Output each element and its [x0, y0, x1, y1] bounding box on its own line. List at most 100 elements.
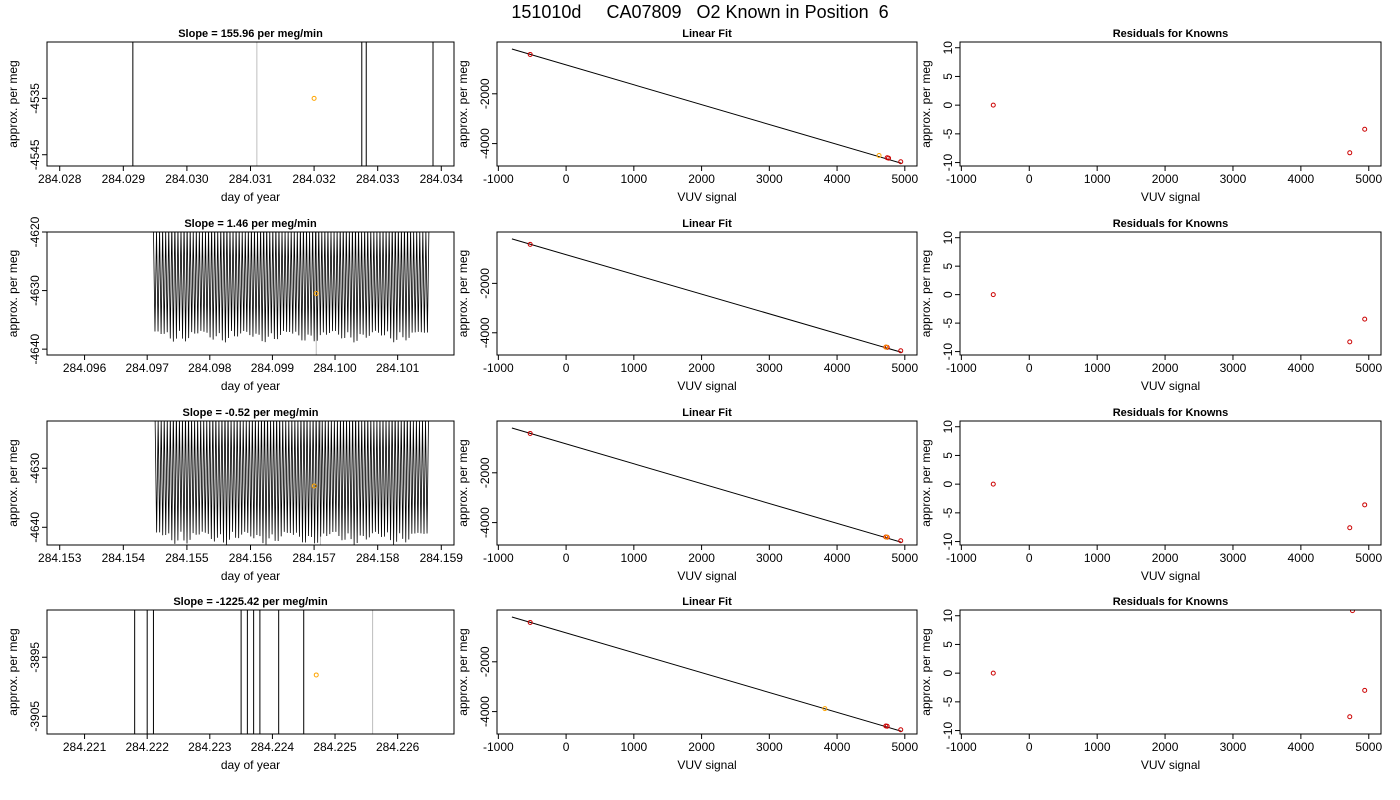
x-axis-label: day of year [221, 758, 280, 772]
x-tick-label: -1000 [483, 551, 514, 565]
highlight-point [883, 344, 889, 350]
x-tick-label: 284.157 [292, 551, 336, 565]
data-point [1362, 126, 1368, 132]
data-point [886, 155, 892, 161]
data-point [1347, 150, 1353, 156]
plot-panel: 284.028 284.029 284.030 284.031 284.032 284.0… [6, 28, 463, 204]
y-axis-label: approx. per meg [919, 439, 933, 526]
page-title: 151010d CA07809 O2 Known in Position 6 [511, 2, 889, 22]
x-tick-label: 3000 [756, 172, 783, 186]
y-tick-label: 5 [941, 73, 955, 80]
plot-title: Linear Fit [682, 596, 732, 608]
x-tick-label: 4000 [824, 172, 851, 186]
x-axis-label: VUV signal [677, 758, 736, 772]
x-tick-label: 4000 [824, 361, 851, 375]
x-tick-label: 284.155 [165, 551, 209, 565]
y-tick-label: -4000 [478, 128, 492, 159]
x-tick-label: 284.221 [63, 740, 107, 754]
x-tick-label: 0 [563, 361, 570, 375]
y-tick-label: -5 [941, 696, 955, 707]
highlight-point [311, 95, 317, 101]
y-tick-label: 0 [941, 291, 955, 298]
plot-title: Slope = 155.96 per meg/min [178, 28, 323, 40]
x-tick-label: 3000 [1220, 172, 1247, 186]
x-tick-label: 284.226 [376, 740, 420, 754]
x-tick-label: 0 [563, 740, 570, 754]
x-tick-label: 2000 [688, 361, 715, 375]
x-tick-label: 284.225 [313, 740, 357, 754]
plot-panel: -1000 0 1000 2000 3000 4000 5000 10 5 0 -5 -10 Resid… [919, 218, 1382, 393]
x-tick-label: 2000 [1152, 172, 1179, 186]
x-tick-label: 284.030 [165, 172, 209, 186]
x-tick-label: 1000 [1084, 551, 1111, 565]
x-tick-label: 5000 [1355, 361, 1382, 375]
x-tick-label: 1000 [620, 361, 647, 375]
x-axis-label: VUV signal [1141, 190, 1200, 204]
x-tick-label: 284.098 [188, 361, 232, 375]
x-axis-label: day of year [221, 569, 280, 583]
highlight-point [313, 291, 319, 296]
x-tick-label: -1000 [483, 172, 514, 186]
plot-panel: 284.153 284.154 284.155 284.156 284.157 284.1… [6, 407, 463, 583]
plot-title: Residuals for Knowns [1113, 28, 1229, 40]
x-tick-label: 4000 [1288, 361, 1315, 375]
x-axis-label: VUV signal [677, 379, 736, 393]
y-tick-label: -10 [941, 722, 955, 740]
x-tick-label: 2000 [688, 740, 715, 754]
x-tick-label: -1000 [946, 361, 977, 375]
x-tick-label: 5000 [1355, 551, 1382, 565]
y-tick-label: 10 [941, 420, 955, 434]
x-tick-label: 284.029 [102, 172, 146, 186]
plot-frame [496, 231, 918, 356]
plot-area [134, 610, 374, 734]
plot-frame [959, 609, 1382, 735]
y-tick-label: -5 [941, 507, 955, 518]
x-tick-label: 2000 [1152, 740, 1179, 754]
y-tick-label: 10 [941, 231, 955, 245]
plot-frame [46, 41, 455, 167]
data-point [884, 723, 890, 729]
y-tick-label: -4545 [28, 139, 42, 170]
plot-panel: -1000 0 1000 2000 3000 4000 5000 10 5 0 -5 -10 Resid… [919, 28, 1382, 204]
x-tick-label: 284.033 [356, 172, 400, 186]
x-tick-label: 5000 [1355, 172, 1382, 186]
data-point [898, 348, 904, 354]
y-tick-label: -2000 [478, 78, 492, 109]
plot-area [511, 427, 904, 544]
x-axis-label: VUV signal [677, 190, 736, 204]
x-tick-label: 5000 [891, 172, 918, 186]
plot-frame [496, 41, 918, 167]
x-tick-label: 4000 [1288, 172, 1315, 186]
x-tick-label: 0 [1026, 172, 1033, 186]
data-point [1362, 502, 1368, 508]
x-tick-label: 3000 [1220, 551, 1247, 565]
y-axis-label: approx. per meg [456, 60, 470, 147]
y-axis-label: approx. per meg [456, 439, 470, 526]
y-tick-label: -4000 [478, 507, 492, 538]
y-tick-label: -10 [941, 154, 955, 172]
x-tick-label: 2000 [1152, 361, 1179, 375]
plot-area [511, 616, 904, 733]
y-tick-label: 0 [941, 480, 955, 487]
x-tick-label: 284.224 [251, 740, 295, 754]
x-tick-label: -1000 [483, 740, 514, 754]
x-tick-label: 3000 [756, 361, 783, 375]
x-tick-label: 0 [563, 551, 570, 565]
x-tick-label: 2000 [1152, 551, 1179, 565]
plot-panel: -1000 0 1000 2000 3000 4000 5000 10 5 0 -5 -10 Resid… [919, 596, 1382, 772]
plot-frame [959, 231, 1382, 356]
data-point [527, 51, 533, 57]
highlight-point [876, 153, 882, 159]
y-axis-label: approx. per meg [919, 60, 933, 147]
plot-area [132, 42, 434, 166]
x-tick-label: 1000 [620, 172, 647, 186]
plot-panel: -1000 0 1000 2000 3000 4000 5000 10 5 0 -5 -10 Resid… [919, 407, 1382, 583]
y-axis-label: approx. per meg [6, 439, 20, 526]
plot-area [511, 48, 904, 165]
x-axis-label: VUV signal [1141, 379, 1200, 393]
y-axis-label: approx. per meg [6, 250, 20, 337]
x-tick-label: 1000 [620, 740, 647, 754]
y-tick-label: 10 [941, 41, 955, 55]
highlight-point [313, 672, 319, 678]
x-tick-label: 1000 [1084, 361, 1111, 375]
